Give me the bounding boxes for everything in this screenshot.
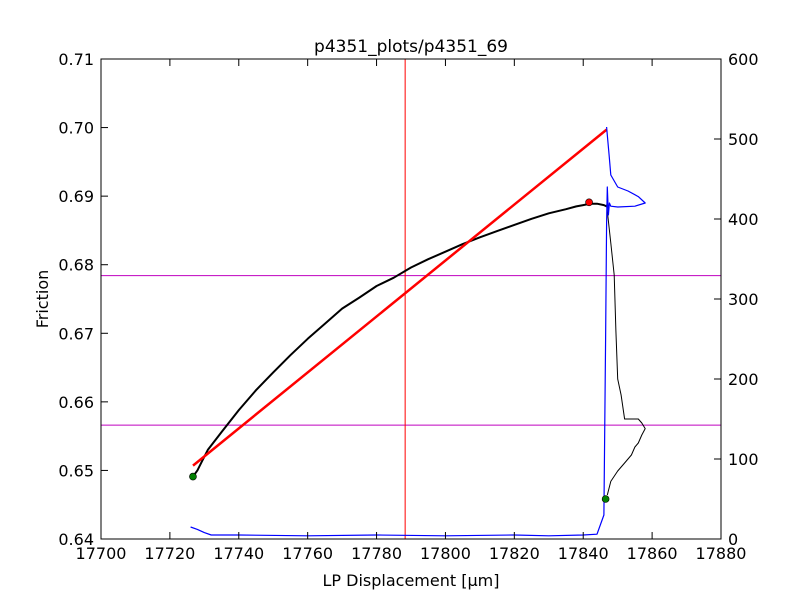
y2-tick-label: 300 <box>728 290 759 309</box>
x-tick-label: 17820 <box>489 544 540 563</box>
y2-tick-label: 500 <box>728 130 759 149</box>
y-axis-label: Friction <box>33 270 52 329</box>
y-tick-label: 0.66 <box>58 393 94 412</box>
marker-point-green-1 <box>601 495 610 503</box>
x-axis-label: LP Displacement [μm] <box>323 571 500 590</box>
x-tick-label: 17780 <box>351 544 402 563</box>
x-tick-label: 17860 <box>627 544 678 563</box>
series-unload-line <box>606 204 646 496</box>
x-tick-label: 17760 <box>282 544 333 563</box>
x-tick-label: 17880 <box>696 544 747 563</box>
plot-layer <box>101 59 721 539</box>
x-tick-label: 17840 <box>558 544 609 563</box>
ticks-layer: 17700 17720 17740 17760 17780 17800 17820 17840… <box>58 50 758 563</box>
series-histogram-line <box>190 126 646 537</box>
series-friction-line <box>192 202 608 478</box>
y-tick-label: 0.64 <box>58 530 94 549</box>
y-tick-label: 0.67 <box>58 324 94 343</box>
y-tick-label: 0.70 <box>58 119 94 138</box>
y2-tick-label: 200 <box>728 370 759 389</box>
marker-point-green-0 <box>189 472 197 481</box>
y-tick-label: 0.71 <box>58 50 94 69</box>
marker-point-red-2 <box>585 198 593 207</box>
y-tick-label: 0.65 <box>58 461 94 480</box>
y2-tick-label: 0 <box>728 530 738 549</box>
chart-title: p4351_plots/p4351_69 <box>314 37 508 57</box>
x-tick-label: 17700 <box>76 544 127 563</box>
y2-tick-label: 100 <box>728 450 759 469</box>
x-tick-label: 17740 <box>213 544 264 563</box>
x-tick-label: 17800 <box>420 544 471 563</box>
y-tick-label: 0.68 <box>58 256 94 275</box>
x-tick-label: 17720 <box>144 544 195 563</box>
y-tick-label: 0.69 <box>58 187 94 206</box>
series-fit-line <box>192 128 608 467</box>
y2-tick-label: 400 <box>728 210 759 229</box>
y2-tick-label: 600 <box>728 50 759 69</box>
